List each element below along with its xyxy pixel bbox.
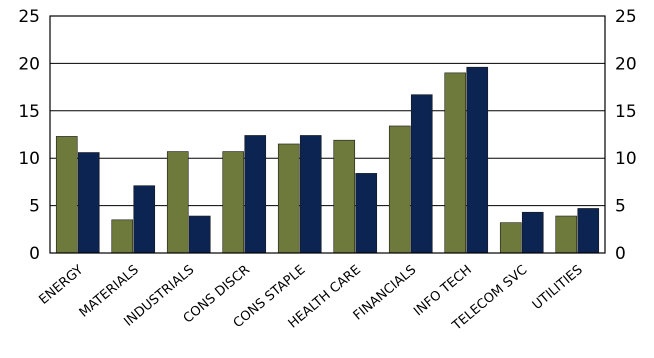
bar-utilities-series-2	[577, 208, 600, 254]
bar-cons-discr-series-1	[222, 151, 245, 254]
bar-telecom-svc-series-2	[521, 211, 544, 254]
y-tick-label-right: 15	[615, 102, 637, 122]
y-tick-label-left: 20	[18, 54, 40, 74]
y-tick-label-left: 10	[18, 149, 40, 169]
y-tick-label-left: 0	[29, 244, 40, 264]
plot-frame	[49, 15, 606, 254]
bar-materials-series-2	[133, 185, 156, 254]
bar-energy-series-1	[55, 136, 78, 254]
x-category-label: UTILITIES	[530, 263, 586, 313]
y-tick-label-right: 10	[615, 149, 637, 169]
y-axis-right-labels: 0 5 10 15 20 25	[615, 7, 637, 264]
y-tick-label-right: 25	[615, 7, 637, 27]
bar-info-tech-series-1	[444, 72, 467, 254]
y-tick-label-left: 25	[18, 7, 40, 27]
bar-health-care-series-2	[355, 173, 378, 254]
y-tick-label-right: 20	[615, 54, 637, 74]
bar-financials-series-2	[410, 94, 433, 254]
bar-materials-series-1	[111, 219, 134, 254]
y-tick-label-left: 15	[18, 102, 40, 122]
grid-lines	[50, 15, 605, 254]
bar-energy-series-2	[77, 152, 100, 254]
bar-industrials-series-2	[188, 215, 211, 254]
bar-industrials-series-1	[166, 151, 189, 254]
bar-financials-series-1	[388, 125, 411, 254]
y-tick-label-right: 0	[615, 244, 626, 264]
bar-utilities-series-1	[555, 215, 578, 254]
y-tick-label-right: 5	[615, 197, 626, 217]
bars	[55, 66, 600, 254]
bar-health-care-series-1	[333, 139, 356, 254]
bar-info-tech-series-2	[466, 66, 489, 254]
y-tick-label-left: 5	[29, 197, 40, 217]
y-axis-left-labels: 0 5 10 15 20 25	[18, 7, 40, 264]
bar-cons-staple-series-1	[277, 143, 300, 254]
bar-cons-staple-series-2	[299, 135, 322, 254]
bar-cons-discr-series-2	[244, 135, 267, 254]
bar-telecom-svc-series-1	[499, 222, 522, 254]
x-category-label: ENERGY	[36, 263, 86, 308]
